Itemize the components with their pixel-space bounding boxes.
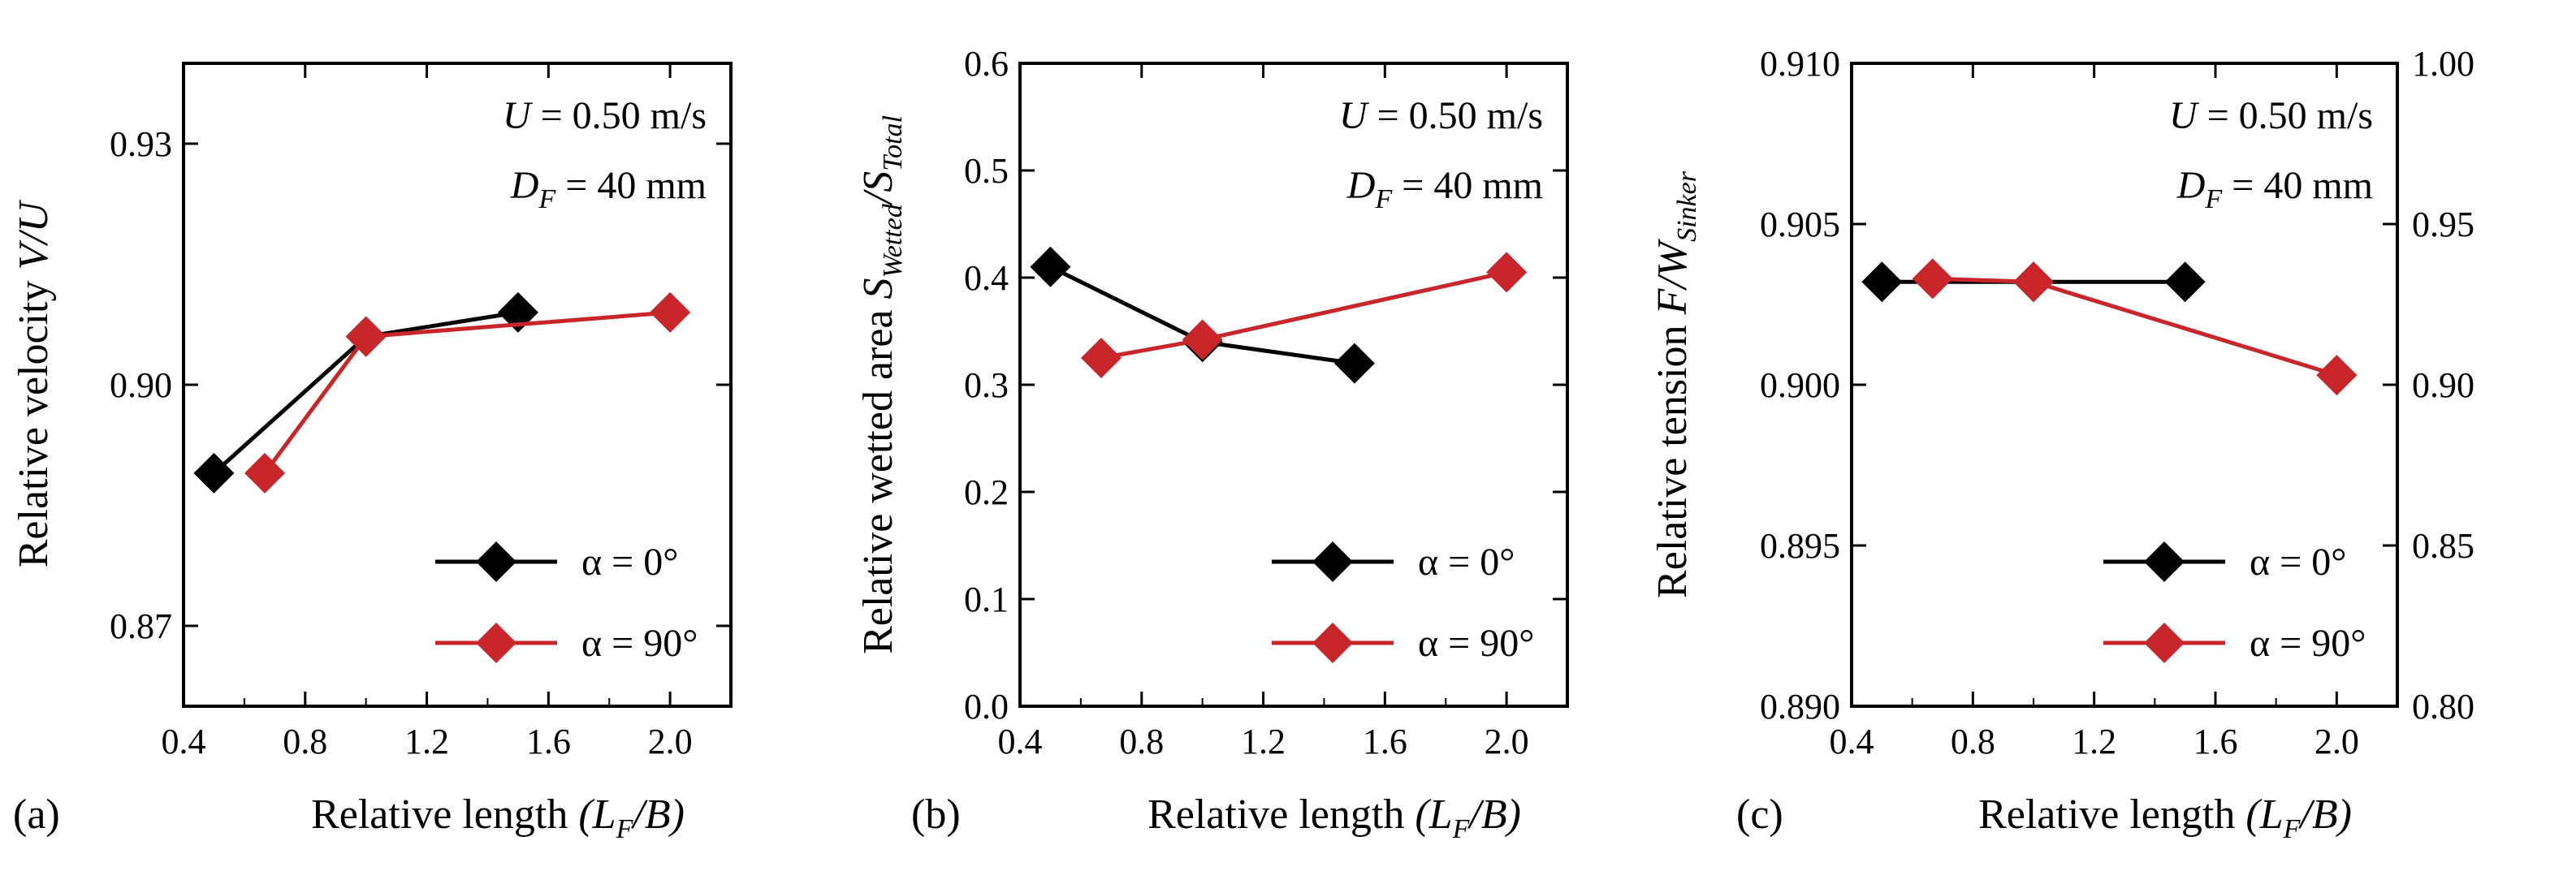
data-point	[1912, 258, 1953, 300]
x-tick-label: 1.2	[2072, 722, 2116, 761]
x-tick-label: 1.2	[404, 722, 449, 761]
y-tick-label: 0.2	[964, 472, 1009, 512]
plot-frame	[1018, 62, 1569, 708]
y-tick-label: 0.905	[1760, 205, 1840, 244]
y2-tick-label: 0.85	[2412, 526, 2474, 566]
y-tick-label: 0.910	[1760, 44, 1840, 84]
x-tick-label: 1.6	[526, 722, 571, 761]
y-tick-label: 0.3	[964, 365, 1009, 405]
series-line-2	[1100, 269, 1507, 360]
data-point	[2164, 261, 2206, 303]
data-point	[650, 291, 691, 333]
annotation-line: U = 0.50 m/s	[2169, 94, 2373, 137]
chart-panel-2: 0.4 0.8 1.2 1.6 2.0 0.0 0.1 0.2 0.3 0.4 0.5 0.6 Rela…	[855, 44, 1569, 844]
data-point	[1861, 261, 1903, 303]
y-tick-label: 0.1	[964, 580, 1009, 619]
y-tick-label: 0.90	[110, 365, 172, 405]
legend-label: α = 90°	[1418, 622, 1534, 665]
legend-marker	[476, 623, 516, 663]
panel-label: (b)	[911, 791, 961, 838]
data-point	[1486, 252, 1528, 293]
legend-label: α = 90°	[2250, 622, 2366, 665]
data-point	[1333, 343, 1375, 384]
annotation-line: U = 0.50 m/s	[1339, 94, 1543, 137]
x-axis-label: Relative length (LF/B)	[1148, 791, 1521, 844]
legend-marker	[1312, 541, 1353, 582]
y-tick-label: 0.890	[1760, 687, 1840, 727]
x-tick-label: 0.4	[162, 722, 206, 761]
data-point	[244, 452, 285, 494]
data-point	[1080, 338, 1122, 378]
x-tick-label: 0.4	[998, 722, 1043, 761]
y2-tick-label: 0.90	[2412, 365, 2474, 405]
y-tick-label: 0.87	[110, 606, 172, 646]
x-tick-label: 2.0	[2315, 722, 2359, 761]
x-tick-label: 0.8	[283, 722, 327, 761]
y-tick-label: 0.6	[964, 44, 1009, 84]
y-axis-label: Relative velocity V/U	[11, 199, 57, 567]
y-tick-label: 0.900	[1760, 365, 1840, 405]
legend-label: α = 0°	[581, 541, 678, 584]
y-axis-label: Relative wetted area SWetted/STotal	[855, 115, 908, 654]
x-axis-label: Relative length (LF/B)	[311, 791, 685, 844]
data-point	[193, 452, 235, 494]
legend-marker	[2144, 541, 2185, 582]
legend-label: α = 0°	[1418, 541, 1515, 584]
y-tick-label: 0.0	[964, 687, 1009, 727]
data-point	[2316, 355, 2358, 396]
x-tick-label: 1.6	[1363, 722, 1407, 761]
chart-panel-3: 0.4 0.8 1.2 1.6 2.0 0.890 0.895 0.900 0.905 0.910…	[1649, 44, 2474, 844]
y-axis-label: Relative tension F/WSinker	[1649, 170, 1702, 598]
data-point	[1182, 319, 1223, 360]
x-tick-label: 2.0	[648, 722, 693, 761]
series-line-2	[1932, 276, 2338, 377]
x-tick-label: 0.8	[1119, 722, 1164, 761]
legend-marker	[1312, 623, 1353, 663]
y-tick-label: 0.5	[964, 151, 1009, 191]
y2-tick-label: 0.95	[2412, 205, 2474, 244]
plot-frame	[182, 62, 733, 708]
data-point	[2013, 261, 2054, 303]
x-tick-label: 0.4	[1830, 722, 1874, 761]
panel-label: (c)	[1736, 791, 1783, 838]
legend-label: α = 90°	[581, 622, 698, 665]
x-axis-label: Relative length (LF/B)	[1978, 791, 2352, 844]
data-point	[345, 316, 387, 357]
series-line-2	[262, 310, 671, 475]
y2-tick-label: 0.80	[2412, 687, 2474, 727]
annotation-line: U = 0.50 m/s	[503, 94, 707, 137]
x-tick-label: 2.0	[1485, 722, 1529, 761]
y-tick-label: 0.4	[964, 258, 1009, 298]
chart-panel-1: 0.4 0.8 1.2 1.6 2.0 0.87 0.90 0.93 Relative leng…	[11, 62, 733, 844]
legend-label: α = 0°	[2250, 541, 2346, 584]
data-point	[1030, 246, 1071, 287]
panel-label: (a)	[13, 791, 60, 838]
annotation-line: DF = 40 mm	[1346, 164, 1543, 214]
x-tick-label: 1.6	[2193, 722, 2238, 761]
y-tick-label: 0.895	[1760, 526, 1840, 566]
y2-tick-label: 1.00	[2412, 44, 2474, 84]
legend-marker	[476, 541, 516, 582]
x-tick-label: 0.8	[1951, 722, 1995, 761]
x-tick-label: 1.2	[1241, 722, 1286, 761]
annotation-line: DF = 40 mm	[510, 164, 707, 214]
plot-frame	[1850, 62, 2399, 708]
legend-marker	[2144, 623, 2185, 663]
annotation-line: DF = 40 mm	[2176, 164, 2373, 214]
y-tick-label: 0.93	[110, 124, 172, 164]
